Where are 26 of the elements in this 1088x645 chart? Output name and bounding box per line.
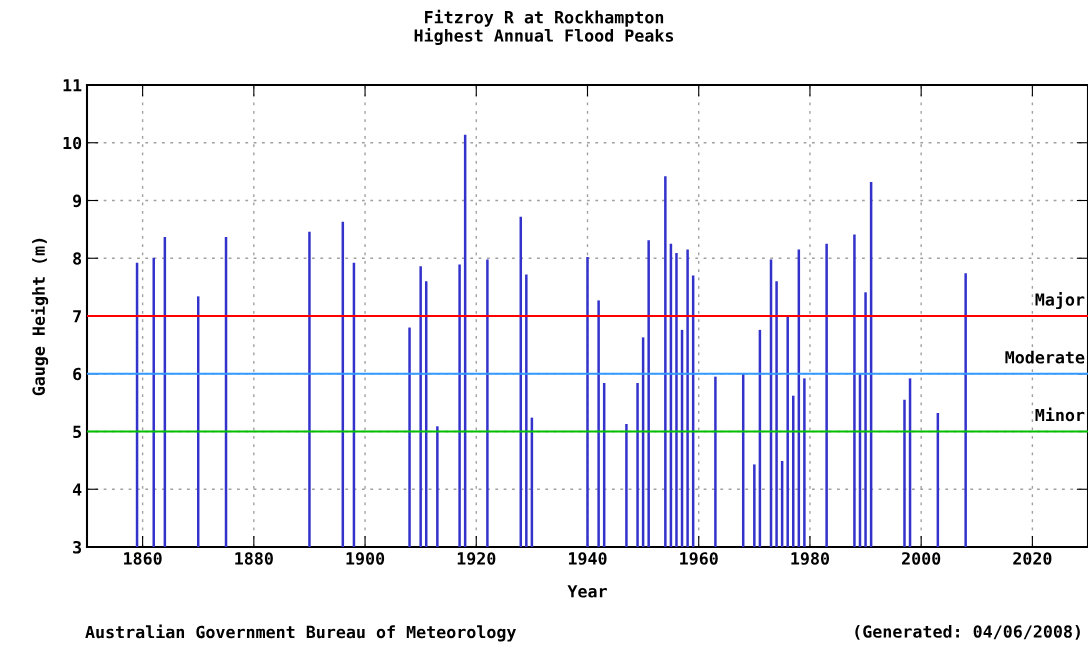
y-tick-label: 8 <box>73 252 82 265</box>
y-tick-label: 5 <box>73 425 82 439</box>
x-tick-label: 1940 <box>568 552 607 565</box>
y-tick-label: 4 <box>72 483 82 496</box>
x-tick-label: 1880 <box>235 552 273 565</box>
x-axis-title: Year <box>567 585 607 598</box>
text: Australian Government Bureau of Meteorology <box>85 624 517 642</box>
y-tick-label: 3 <box>73 540 82 554</box>
x-tick-label: 2020 <box>1013 552 1052 565</box>
ref-line-label: Major <box>1035 292 1085 310</box>
x-tick-label: 1920 <box>457 552 496 565</box>
chart-title: Fitzroy R at Rockhampton Highest Annual Flood Peaks <box>414 9 674 46</box>
x-tick-label: 1860 <box>124 552 162 565</box>
y-axis-title: Gauge Height (m) <box>31 238 49 396</box>
y-tick-label: 9 <box>73 194 82 208</box>
y-tick-label: 10 <box>63 136 82 150</box>
x-tick-label: 1960 <box>680 552 718 565</box>
x-tick-label: 2000 <box>902 552 941 565</box>
x-tick-label: 1900 <box>346 552 385 565</box>
y-tick-label: 7 <box>73 310 81 323</box>
text: (Generated: 04/06/2008) <box>855 624 1080 640</box>
y-tick-label: 6 <box>73 367 82 381</box>
ref-line-label: Minor <box>1035 407 1085 422</box>
ref-line-label: Moderate <box>1005 350 1085 364</box>
y-tick-label: 11 <box>63 79 82 92</box>
x-tick-label: 1980 <box>791 552 830 565</box>
